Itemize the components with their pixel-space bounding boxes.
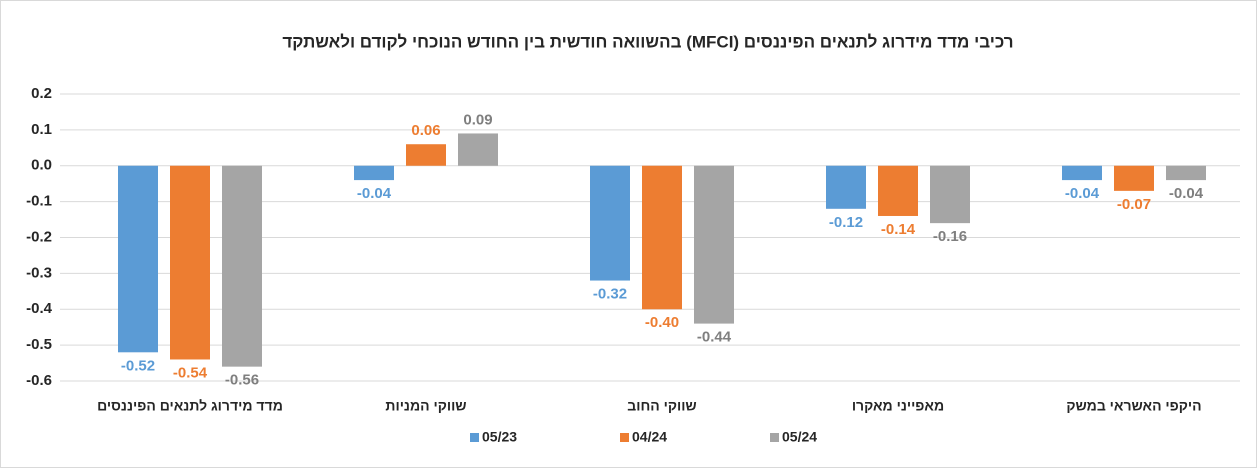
bar (170, 165, 210, 360)
y-tick-label: -0.2 (26, 228, 52, 245)
bar (878, 165, 918, 216)
bar (642, 165, 682, 310)
bar (118, 165, 158, 353)
data-label: -0.56 (225, 372, 259, 389)
y-tick-label: -0.1 (26, 193, 52, 210)
bar (590, 165, 630, 281)
data-label: -0.07 (1117, 196, 1151, 213)
legend-swatch (770, 433, 779, 442)
legend-swatch (470, 433, 479, 442)
x-tick-label: מדד מידרוג לתנאים הפיננסים (97, 398, 283, 414)
data-label: -0.16 (933, 228, 967, 245)
data-label: -0.04 (357, 185, 392, 202)
legend-label: 04/24 (632, 429, 667, 445)
data-label: -0.04 (1065, 185, 1100, 202)
x-tick-label: שווקי החוב (627, 398, 696, 414)
bar (826, 165, 866, 209)
legend-label: 05/24 (782, 429, 817, 445)
y-tick-label: 0.0 (31, 157, 52, 174)
data-label: -0.12 (829, 214, 863, 231)
y-tick-label: -0.3 (26, 264, 52, 281)
y-tick-label: -0.5 (26, 336, 52, 353)
data-label: 0.06 (411, 122, 440, 139)
data-label: -0.32 (593, 286, 627, 303)
x-tick-label: היקפי האשראי במשק (1066, 398, 1201, 414)
y-tick-label: -0.6 (26, 372, 52, 389)
bar (406, 144, 446, 166)
data-label: -0.04 (1169, 185, 1204, 202)
x-tick-label: שווקי המניות (385, 398, 466, 414)
data-label: -0.40 (645, 314, 679, 331)
bar (694, 165, 734, 324)
y-tick-label: 0.1 (31, 121, 52, 138)
chart-title: רכיבי מדד מידרוג לתנאים הפיננסים (MFCI) … (282, 32, 1013, 51)
bar (222, 165, 262, 367)
bar (354, 165, 394, 181)
legend-swatch (620, 433, 629, 442)
legend-label: 05/23 (482, 429, 517, 445)
bar (930, 165, 970, 224)
y-tick-label: 0.2 (31, 85, 52, 102)
bar (1062, 165, 1102, 181)
data-label: -0.14 (881, 221, 916, 238)
data-label: -0.52 (121, 357, 155, 374)
x-tick-label: מאפייני מאקרו (852, 398, 944, 414)
y-tick-label: -0.4 (26, 300, 53, 317)
data-label: -0.44 (697, 329, 732, 346)
bar (1166, 165, 1206, 181)
bar (458, 133, 498, 166)
bar (1114, 165, 1154, 191)
data-label: -0.54 (173, 364, 208, 381)
data-label: 0.09 (463, 111, 492, 128)
